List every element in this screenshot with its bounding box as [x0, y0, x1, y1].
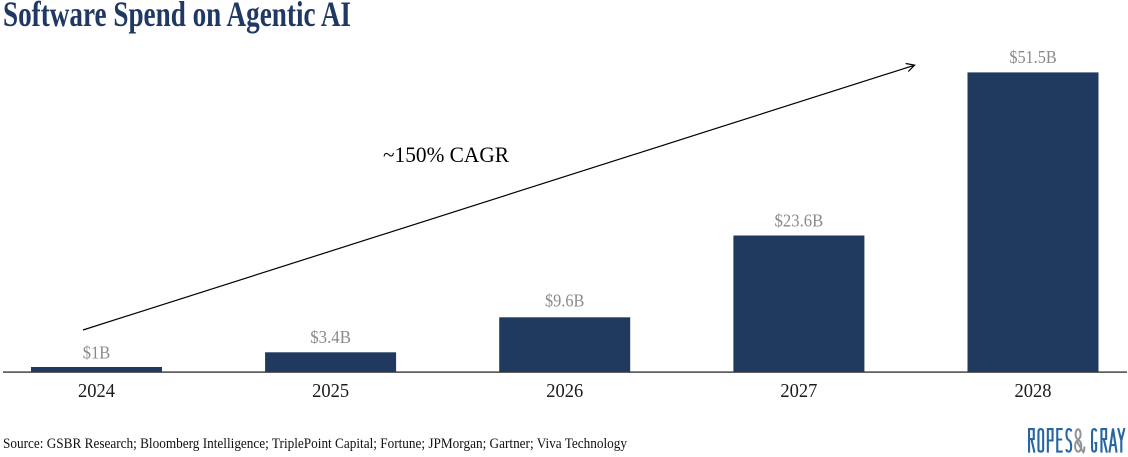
svg-text:Software Spend on Agentic AI: Software Spend on Agentic AI	[3, 0, 351, 34]
svg-text:2026: 2026	[546, 380, 583, 402]
svg-text:$23.6B: $23.6B	[775, 211, 824, 231]
svg-text:2028: 2028	[1015, 380, 1052, 402]
svg-text:~150% CAGR: ~150% CAGR	[383, 142, 509, 167]
svg-text:$1B: $1B	[83, 343, 111, 363]
svg-text:$9.6B: $9.6B	[545, 290, 584, 310]
svg-text:Source: GSBR Research; Bloombe: Source: GSBR Research; Bloomberg Intelli…	[3, 436, 627, 452]
svg-text:$51.5B: $51.5B	[1009, 47, 1056, 67]
svg-text:$3.4B: $3.4B	[310, 327, 351, 347]
svg-text:2025: 2025	[312, 380, 349, 402]
svg-text:2027: 2027	[780, 380, 817, 402]
svg-text:2024: 2024	[78, 380, 115, 402]
